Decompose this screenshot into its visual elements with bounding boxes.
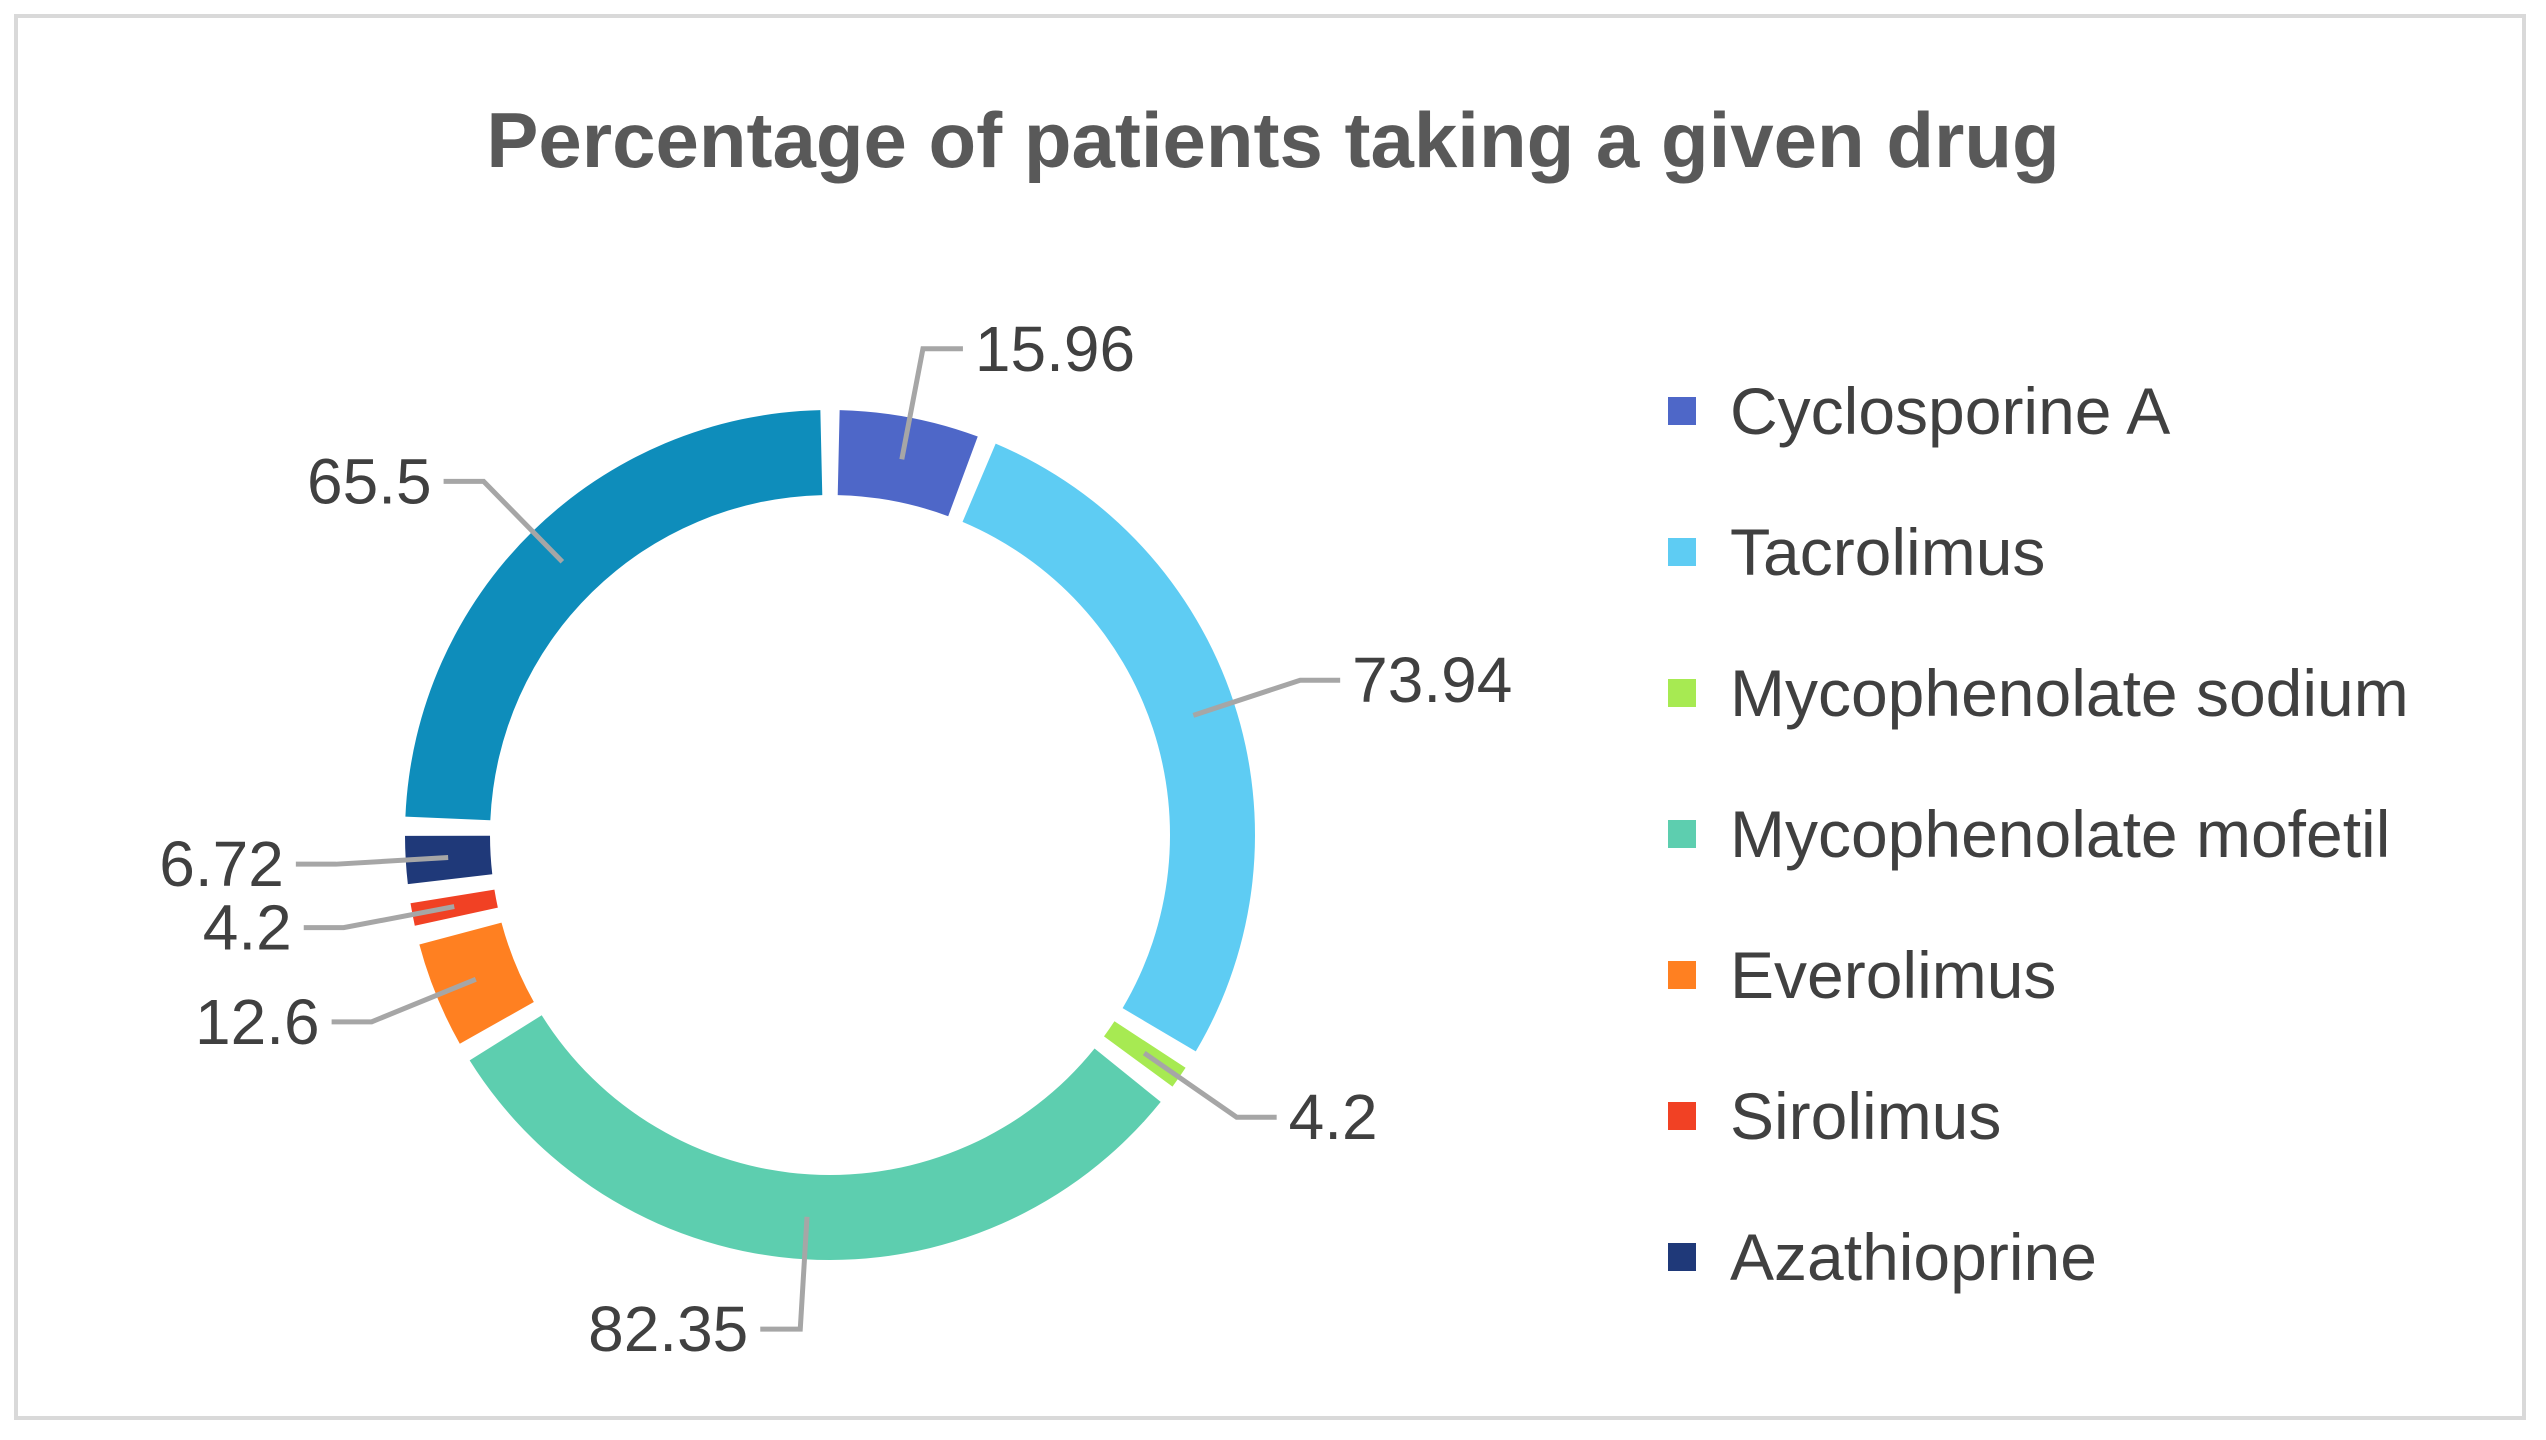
chart-title: Percentage of patients taking a given dr… bbox=[486, 96, 2060, 184]
legend-item-azathioprine: Azathioprine bbox=[1668, 1186, 2409, 1327]
leader-line-azathioprine bbox=[295, 855, 449, 867]
data-label-sirolimus: 4.2 bbox=[203, 892, 292, 964]
legend-swatch bbox=[1668, 819, 1696, 848]
legend-swatch bbox=[1668, 1242, 1696, 1271]
data-label-everolimus: 12.6 bbox=[195, 986, 320, 1058]
slice-everolimus bbox=[419, 922, 534, 1044]
legend-item-mycophenolate-sodium: Mycophenolate sodium bbox=[1668, 622, 2409, 763]
data-label-cyclosporine-a: 15.96 bbox=[975, 313, 1135, 385]
chart-legend: Cyclosporine A Tacrolimus Mycophenolate so… bbox=[1668, 340, 2409, 1327]
legend-item-everolimus: Everolimus bbox=[1668, 904, 2409, 1045]
legend-item-mycophenolate-mofetil: Mycophenolate mofetil bbox=[1668, 763, 2409, 904]
slice-tacrolimus bbox=[962, 443, 1255, 1052]
leader-line-everolimus bbox=[331, 977, 477, 1025]
legend-label: Azathioprine bbox=[1730, 1219, 2097, 1294]
legend-item-cyclosporine-a: Cyclosporine A bbox=[1668, 340, 2409, 481]
legend-label: Tacrolimus bbox=[1730, 514, 2046, 589]
leader-line-mycophenolate-sodium bbox=[1142, 1051, 1277, 1120]
data-label-mycophenolate-mofetil: 82.35 bbox=[588, 1293, 748, 1365]
legend-swatch bbox=[1668, 537, 1696, 566]
data-label-mycophenolate-sodium: 4.2 bbox=[1289, 1081, 1378, 1153]
legend-label: Cyclosporine A bbox=[1730, 373, 2171, 448]
slice-second-series bbox=[405, 410, 823, 821]
slice-cyclosporine-a bbox=[837, 410, 978, 517]
legend-item-sirolimus: Sirolimus bbox=[1668, 1045, 2409, 1186]
legend-label: Sirolimus bbox=[1730, 1078, 2002, 1153]
slice-mycophenolate-mofetil bbox=[469, 1015, 1161, 1261]
data-label-second-series: 65.5 bbox=[307, 445, 432, 517]
legend-label: Mycophenolate mofetil bbox=[1730, 796, 2391, 871]
legend-swatch bbox=[1668, 1101, 1696, 1130]
legend-swatch bbox=[1668, 396, 1696, 425]
legend-label: Mycophenolate sodium bbox=[1730, 655, 2409, 730]
leader-line-mycophenolate-mofetil bbox=[760, 1216, 810, 1332]
leader-line-sirolimus bbox=[303, 904, 455, 931]
leader-line-cyclosporine-a bbox=[899, 346, 963, 460]
data-label-tacrolimus: 73.94 bbox=[1352, 644, 1512, 716]
slice-azathioprine bbox=[405, 835, 493, 885]
data-label-azathioprine: 6.72 bbox=[159, 828, 284, 900]
legend-label: Everolimus bbox=[1730, 937, 2057, 1012]
legend-item-tacrolimus: Tacrolimus bbox=[1668, 481, 2409, 622]
legend-swatch bbox=[1668, 678, 1696, 707]
leader-line-tacrolimus bbox=[1192, 677, 1341, 718]
legend-swatch bbox=[1668, 960, 1696, 989]
leader-line-second-series bbox=[443, 478, 565, 564]
